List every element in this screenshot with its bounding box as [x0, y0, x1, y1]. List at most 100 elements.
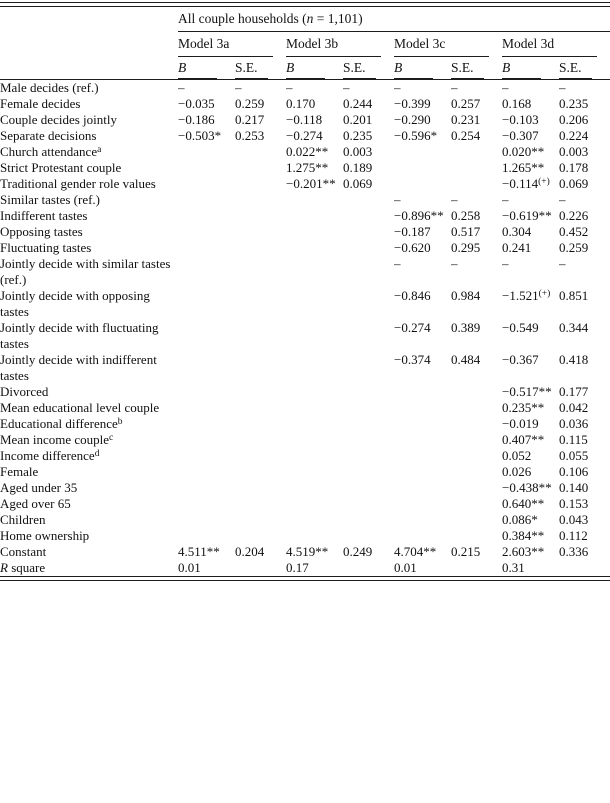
standard-error-cell: [235, 320, 286, 352]
standard-error-cell: [343, 240, 394, 256]
table-row: R square 0.01 0.17 0.01 0.31: [0, 560, 610, 577]
standard-error-cell: [451, 144, 502, 160]
standard-error-cell: [343, 560, 394, 577]
coefficient-cell: 1.275**: [286, 160, 329, 175]
coefficient-cell: [178, 480, 235, 496]
standard-error-cell: –: [559, 192, 566, 207]
standard-error-cell: 0.235: [343, 128, 373, 143]
column-group-title: All couple households (n = 1,101): [178, 7, 610, 32]
coefficient-cell: −0.896**: [394, 208, 444, 223]
standard-error-cell: 0.115: [559, 432, 588, 447]
standard-error-cell: –: [343, 80, 350, 95]
coefficient-cell: 0.384**: [502, 528, 545, 543]
empty-header-cell: [0, 57, 178, 80]
table-row: Jointly decide with opposing tastes −0.84…: [0, 288, 610, 320]
standard-error-cell: [235, 400, 286, 416]
coefficient-cell: 4.519**: [286, 544, 329, 559]
standard-error-cell: 0.003: [559, 144, 589, 159]
standard-error-cell: 0.055: [559, 448, 589, 463]
coefficient-cell: −0.438**: [502, 480, 552, 495]
coefficient-cell: 2.603**: [502, 544, 545, 559]
table-row: Female 0.026 0.106: [0, 464, 610, 480]
coefficient-cell: −0.503*: [178, 128, 222, 143]
row-label: Jointly decide with fluctuating tastes: [0, 320, 159, 351]
row-label: Female: [0, 464, 39, 479]
row-label: Divorced: [0, 384, 49, 399]
coefficient-cell: −0.549: [502, 320, 539, 335]
standard-error-cell: [235, 512, 286, 528]
table-row: Traditional gender role values −0.201** 0.…: [0, 176, 610, 192]
coefficient-cell: –: [502, 256, 509, 271]
coefficient-cell: −0.186: [178, 112, 215, 127]
standard-error-cell: [235, 560, 286, 577]
table-row: Mean educational level couple 0.235** 0.04…: [0, 400, 610, 416]
standard-error-cell: 0.235: [559, 96, 589, 111]
standard-error-cell: [235, 256, 286, 288]
table-row: Church attendancea 0.022** 0.003 0.020** 0.0…: [0, 144, 610, 160]
coefficient-cell: [286, 256, 343, 288]
coefficient-cell: −0.290: [394, 112, 431, 127]
table-row: Children 0.086* 0.043: [0, 512, 610, 528]
standard-error-cell: [235, 416, 286, 432]
coefficient-cell: 4.704**: [394, 544, 437, 559]
standard-error-cell: [451, 432, 502, 448]
se-header: S.E.: [451, 57, 502, 80]
coefficient-cell: [178, 496, 235, 512]
standard-error-cell: 0.253: [235, 128, 265, 143]
coefficient-cell: 0.17: [286, 560, 309, 575]
coefficient-cell: −0.019: [502, 416, 539, 431]
coefficient-cell: [178, 192, 235, 208]
b-header: B: [178, 57, 235, 80]
coefficient-cell: [178, 352, 235, 384]
coefficient-cell: [394, 176, 451, 192]
coefficient-cell: [178, 512, 235, 528]
standard-error-cell: [451, 496, 502, 512]
row-label: Jointly decide with opposing tastes: [0, 288, 150, 319]
coefficient-cell: 0.020**: [502, 144, 545, 159]
table-row: Mean income couplec 0.407** 0.115: [0, 432, 610, 448]
standard-error-cell: [451, 384, 502, 400]
model-3d-header: Model 3d: [502, 32, 610, 57]
standard-error-cell: [343, 192, 394, 208]
standard-error-cell: [451, 480, 502, 496]
standard-error-cell: [343, 432, 394, 448]
standard-error-cell: 0.984: [451, 288, 481, 303]
standard-error-cell: [559, 560, 610, 577]
coefficient-cell: [394, 496, 451, 512]
table-row: Similar tastes (ref.) – – – –: [0, 192, 610, 208]
coefficient-cell: [178, 320, 235, 352]
coefficient-cell: 0.241: [502, 240, 532, 255]
coefficient-cell: −0.114(+): [502, 176, 550, 191]
coefficient-cell: [178, 256, 235, 288]
coefficient-cell: −0.596*: [394, 128, 438, 143]
coefficient-cell: [286, 208, 343, 224]
standard-error-cell: [451, 560, 502, 577]
standard-error-cell: 0.069: [343, 176, 373, 191]
standard-error-cell: 0.036: [559, 416, 589, 431]
standard-error-cell: [343, 480, 394, 496]
row-label: Similar tastes (ref.): [0, 192, 100, 207]
standard-error-cell: 0.201: [343, 112, 373, 127]
table-row: Home ownership 0.384** 0.112: [0, 528, 610, 544]
standard-error-cell: [451, 400, 502, 416]
table-row: Aged over 65 0.640** 0.153: [0, 496, 610, 512]
standard-error-cell: 0.003: [343, 144, 373, 159]
table-row: Couple decides jointly −0.186 0.217 −0.118 0…: [0, 112, 610, 128]
coefficient-cell: [286, 416, 343, 432]
standard-error-cell: 0.226: [559, 208, 589, 223]
standard-error-cell: 0.244: [343, 96, 373, 111]
standard-error-cell: 0.042: [559, 400, 589, 415]
coefficient-cell: [286, 320, 343, 352]
se-header: S.E.: [235, 57, 286, 80]
standard-error-cell: [235, 496, 286, 512]
standard-error-cell: [235, 528, 286, 544]
b-header: B: [502, 57, 559, 80]
standard-error-cell: [343, 496, 394, 512]
coefficient-cell: [178, 528, 235, 544]
coefficient-cell: 0.026: [502, 464, 532, 479]
coefficient-cell: [286, 528, 343, 544]
standard-error-cell: 0.295: [451, 240, 481, 255]
coefficient-cell: [178, 240, 235, 256]
coefficient-cell: −0.399: [394, 96, 431, 111]
standard-error-cell: [343, 288, 394, 320]
